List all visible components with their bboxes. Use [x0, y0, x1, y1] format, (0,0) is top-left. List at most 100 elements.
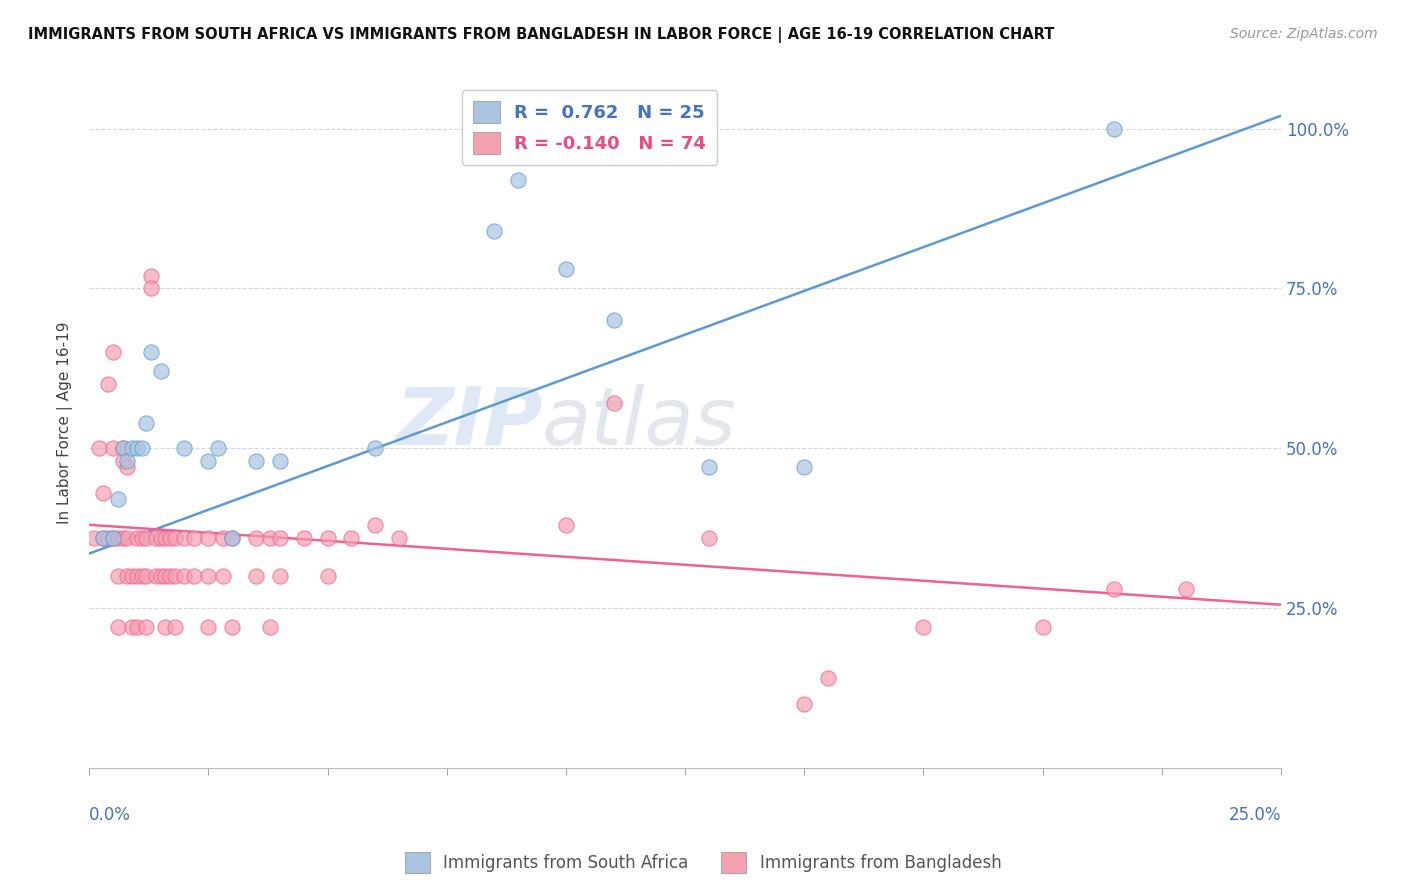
Point — [101, 531, 124, 545]
Point — [316, 531, 339, 545]
Point — [131, 531, 153, 545]
Point — [1102, 582, 1125, 596]
Point — [388, 531, 411, 545]
Point — [1102, 121, 1125, 136]
Point — [107, 620, 129, 634]
Point — [101, 441, 124, 455]
Point — [221, 620, 243, 634]
Point — [111, 441, 134, 455]
Point — [183, 569, 205, 583]
Point — [145, 569, 167, 583]
Point — [912, 620, 935, 634]
Point — [125, 569, 148, 583]
Point — [697, 460, 720, 475]
Point — [159, 569, 181, 583]
Point — [121, 441, 143, 455]
Point — [139, 268, 162, 283]
Point — [173, 569, 195, 583]
Point — [155, 620, 177, 634]
Point — [107, 569, 129, 583]
Point — [484, 224, 506, 238]
Y-axis label: In Labor Force | Age 16-19: In Labor Force | Age 16-19 — [58, 321, 73, 524]
Point — [554, 262, 576, 277]
Point — [259, 620, 281, 634]
Point — [269, 531, 291, 545]
Point — [93, 531, 115, 545]
Text: ZIP: ZIP — [395, 384, 543, 461]
Point — [316, 569, 339, 583]
Point — [163, 620, 186, 634]
Legend: R =  0.762   N = 25, R = -0.140   N = 74: R = 0.762 N = 25, R = -0.140 N = 74 — [461, 90, 717, 165]
Point — [121, 620, 143, 634]
Point — [149, 364, 172, 378]
Point — [197, 531, 219, 545]
Point — [135, 531, 157, 545]
Point — [145, 531, 167, 545]
Point — [83, 531, 105, 545]
Point — [221, 531, 243, 545]
Point — [139, 281, 162, 295]
Point — [269, 569, 291, 583]
Point — [111, 531, 134, 545]
Point — [221, 531, 243, 545]
Point — [183, 531, 205, 545]
Point — [554, 517, 576, 532]
Point — [793, 697, 815, 711]
Point — [602, 313, 624, 327]
Point — [135, 620, 157, 634]
Point — [149, 531, 172, 545]
Point — [155, 569, 177, 583]
Point — [125, 620, 148, 634]
Text: 0.0%: 0.0% — [89, 805, 131, 823]
Text: Source: ZipAtlas.com: Source: ZipAtlas.com — [1230, 27, 1378, 41]
Text: 25.0%: 25.0% — [1229, 805, 1281, 823]
Point — [155, 531, 177, 545]
Point — [121, 569, 143, 583]
Point — [139, 345, 162, 359]
Text: IMMIGRANTS FROM SOUTH AFRICA VS IMMIGRANTS FROM BANGLADESH IN LABOR FORCE | AGE : IMMIGRANTS FROM SOUTH AFRICA VS IMMIGRAN… — [28, 27, 1054, 43]
Point — [93, 531, 115, 545]
Point — [159, 531, 181, 545]
Point — [197, 620, 219, 634]
Point — [211, 569, 233, 583]
Point — [111, 454, 134, 468]
Point — [173, 531, 195, 545]
Point — [245, 454, 267, 468]
Point — [93, 486, 115, 500]
Point — [364, 441, 387, 455]
Point — [117, 569, 139, 583]
Legend: Immigrants from South Africa, Immigrants from Bangladesh: Immigrants from South Africa, Immigrants… — [398, 846, 1008, 880]
Point — [125, 441, 148, 455]
Point — [173, 441, 195, 455]
Point — [793, 460, 815, 475]
Point — [364, 517, 387, 532]
Point — [259, 531, 281, 545]
Point — [131, 569, 153, 583]
Point — [197, 454, 219, 468]
Point — [87, 441, 110, 455]
Point — [117, 531, 139, 545]
Point — [340, 531, 363, 545]
Point — [97, 531, 120, 545]
Point — [817, 671, 839, 685]
Point — [508, 172, 530, 186]
Point — [117, 460, 139, 475]
Point — [101, 531, 124, 545]
Point — [135, 569, 157, 583]
Point — [211, 531, 233, 545]
Point — [107, 492, 129, 507]
Point — [107, 531, 129, 545]
Point — [101, 345, 124, 359]
Point — [197, 569, 219, 583]
Point — [131, 441, 153, 455]
Point — [163, 531, 186, 545]
Point — [125, 531, 148, 545]
Point — [111, 441, 134, 455]
Point — [207, 441, 229, 455]
Point — [117, 454, 139, 468]
Point — [163, 569, 186, 583]
Point — [245, 569, 267, 583]
Point — [292, 531, 315, 545]
Point — [245, 531, 267, 545]
Point — [97, 377, 120, 392]
